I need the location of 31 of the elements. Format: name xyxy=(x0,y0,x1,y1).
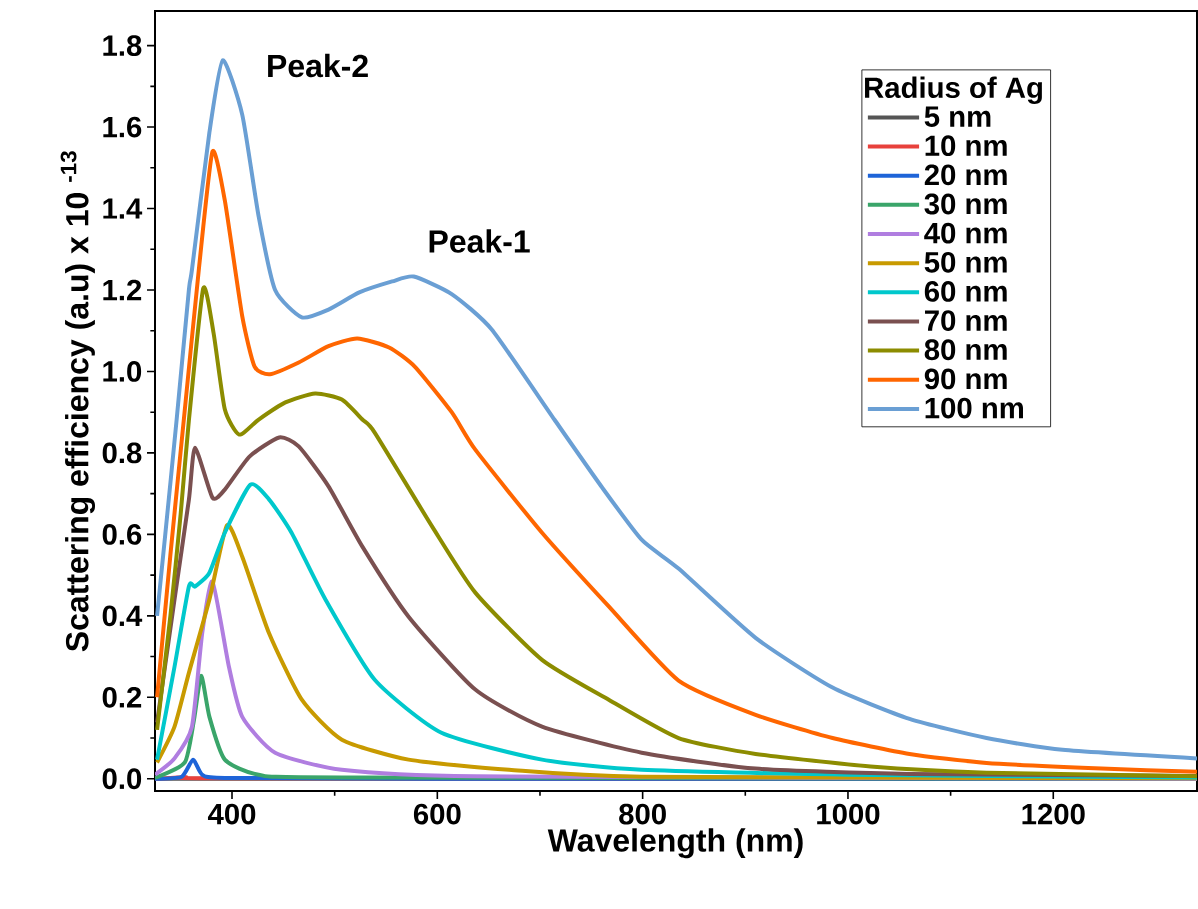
x-tick-label: 1200 xyxy=(1022,803,1085,825)
legend-label: 100 nm xyxy=(925,397,1023,419)
x-tick-label: 1000 xyxy=(817,803,880,825)
legend-label: 90 nm xyxy=(924,368,1007,390)
y-tick-label: 0.8 xyxy=(102,442,142,464)
y-tick-label: 1.6 xyxy=(103,116,142,138)
y-tick-label: 1.0 xyxy=(103,361,142,382)
y-tick-label: 0.2 xyxy=(102,686,142,708)
x-tick-label: 400 xyxy=(207,803,256,825)
y-axis-title: Scattering efficiency (a.u) x 10 $^{-13}$ xyxy=(60,151,96,652)
y-tick-label: 0.4 xyxy=(102,605,143,627)
legend-label: 40 nm xyxy=(924,222,1007,244)
x-tick-label: 600 xyxy=(413,803,461,825)
legend-label: 5 nm xyxy=(924,106,991,127)
y-tick-label: 1.2 xyxy=(103,279,142,301)
annotation: Peak-2 xyxy=(268,53,368,78)
legend-label: 10 nm xyxy=(925,135,1007,157)
legend-label: 70 nm xyxy=(925,310,1007,331)
y-tick-label: 1.4 xyxy=(103,198,143,219)
y-tick-label: 0.6 xyxy=(102,523,142,545)
legend-label: 30 nm xyxy=(924,193,1007,215)
legend-label: 20 nm xyxy=(924,164,1007,186)
annotation: Peak-1 xyxy=(429,229,530,253)
x-axis-title: Wavelength (nm) xyxy=(547,828,803,859)
y-tick-label: 1.8 xyxy=(103,35,142,56)
x-tick-label: 800 xyxy=(619,803,666,825)
y-tick-label: 0.0 xyxy=(102,768,142,790)
legend-title: Radius of Ag xyxy=(865,76,1042,105)
legend-label: 50 nm xyxy=(924,251,1007,273)
legend-label: 60 nm xyxy=(924,281,1007,302)
legend-label: 80 nm xyxy=(924,339,1007,361)
